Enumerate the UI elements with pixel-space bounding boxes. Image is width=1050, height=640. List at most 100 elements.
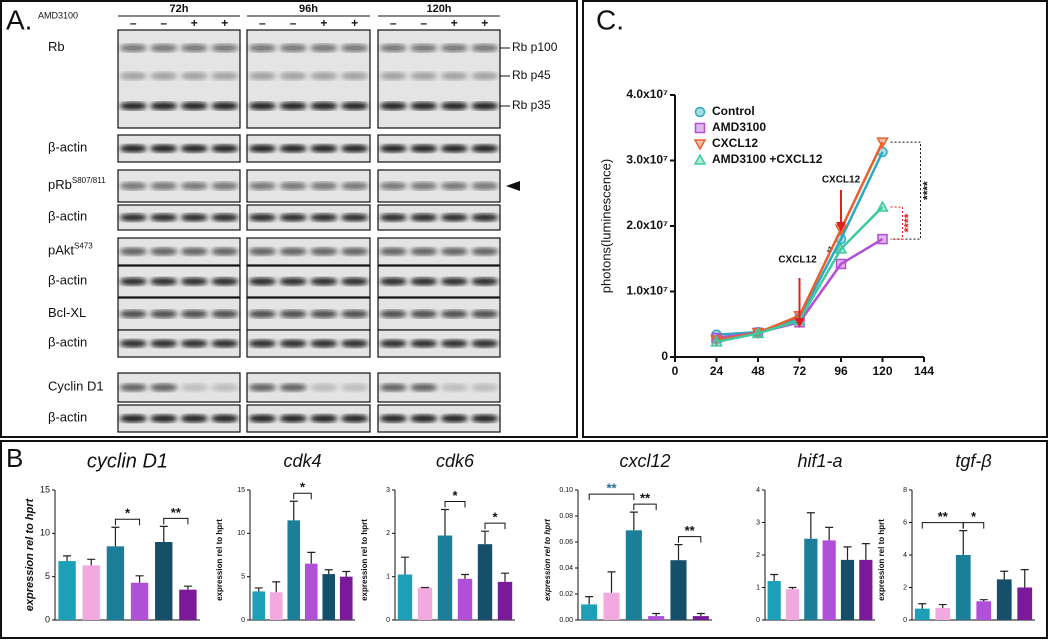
band [471, 339, 499, 348]
bar [648, 616, 665, 620]
y-tick-label: 1 [756, 584, 760, 591]
band [211, 310, 239, 318]
y-tick-label: 0.10 [559, 487, 573, 494]
band [471, 414, 499, 423]
band [211, 44, 239, 52]
panel-label: C. [596, 4, 624, 35]
blot-row: β-actin [48, 265, 501, 298]
error-bar [342, 570, 351, 577]
data-point [835, 258, 847, 270]
y-tick-label: 0 [386, 617, 390, 624]
bar [339, 576, 353, 620]
bar [417, 587, 433, 620]
legend-marker [693, 139, 707, 151]
y-tick-label: 0 [241, 617, 245, 624]
band [119, 247, 147, 256]
band [119, 277, 147, 286]
band-label: Rb p45 [512, 68, 551, 82]
treatment-sign: – [259, 16, 266, 30]
blot-label: β-actin [48, 273, 87, 288]
arrowhead [506, 181, 520, 191]
bar [58, 561, 76, 620]
bar [1017, 587, 1033, 620]
y-tick-label: 2.0x10⁷ [626, 218, 668, 232]
significance-bracket [890, 206, 903, 240]
band [310, 339, 338, 348]
band [340, 383, 369, 392]
band [379, 247, 407, 256]
error-bar [674, 544, 683, 561]
blot-label: β-actin [48, 209, 87, 224]
band [340, 247, 369, 256]
significance-label: ** [606, 481, 617, 496]
error-bar [272, 581, 281, 593]
band [440, 102, 468, 110]
band [279, 383, 307, 392]
band [379, 44, 407, 52]
significance-bracket [114, 518, 141, 526]
blot-label: β-actin [48, 410, 87, 425]
y-tick-label: 5 [241, 574, 245, 581]
band [471, 144, 499, 153]
band [211, 339, 239, 348]
error-bar [1000, 570, 1009, 580]
band [379, 339, 407, 348]
bar [457, 578, 473, 620]
error-bar [825, 526, 834, 541]
band [180, 72, 208, 80]
band [410, 310, 438, 318]
significance-bracket [633, 503, 657, 511]
band [379, 213, 407, 222]
x-tick-label: 48 [751, 364, 765, 378]
band [248, 102, 277, 110]
band [119, 213, 147, 222]
band [340, 182, 369, 190]
band [119, 310, 147, 318]
annotation: ** [825, 244, 837, 254]
error-bar [324, 569, 333, 575]
band [279, 310, 307, 318]
y-tick-label: 4 [756, 487, 760, 494]
y-tick-label: 1 [386, 574, 390, 581]
band [310, 72, 338, 80]
y-tick-label: 2 [903, 584, 907, 591]
error-bar [289, 500, 298, 521]
band [379, 414, 407, 423]
band [248, 277, 277, 286]
bar [322, 574, 336, 620]
band [119, 102, 147, 110]
bar [252, 591, 266, 620]
treatment-sign: – [130, 16, 137, 30]
band [340, 310, 369, 318]
error-bar [307, 551, 316, 564]
significance-label: * [971, 509, 977, 524]
band [248, 339, 277, 348]
band [279, 339, 307, 348]
band [310, 213, 338, 222]
band [248, 213, 277, 222]
x-tick-label: 120 [872, 364, 892, 378]
legend-label: Control [712, 104, 755, 118]
significance-label: * [125, 506, 131, 521]
chart-title: tgf-β [955, 451, 991, 471]
bar [935, 607, 951, 620]
chart-title: hif1-a [797, 451, 842, 471]
annotation: CXCL12 [778, 255, 817, 266]
band [150, 383, 178, 392]
x-tick-label: 144 [914, 364, 934, 378]
blot-label: β-actin [48, 335, 87, 350]
error-bar [979, 599, 988, 602]
band [279, 213, 307, 222]
band [440, 310, 468, 318]
band [119, 414, 147, 423]
annotation: **** [921, 181, 935, 200]
band [150, 213, 178, 222]
band [471, 247, 499, 256]
panel-label: B [6, 443, 23, 473]
significance-bracket [962, 522, 985, 529]
blot-row: Cyclin D1 [48, 372, 501, 403]
y-axis-label: expression rel to hprt [877, 519, 886, 601]
error-bar [183, 585, 192, 590]
bar [437, 535, 453, 620]
y-tick-label: 0 [661, 349, 668, 363]
